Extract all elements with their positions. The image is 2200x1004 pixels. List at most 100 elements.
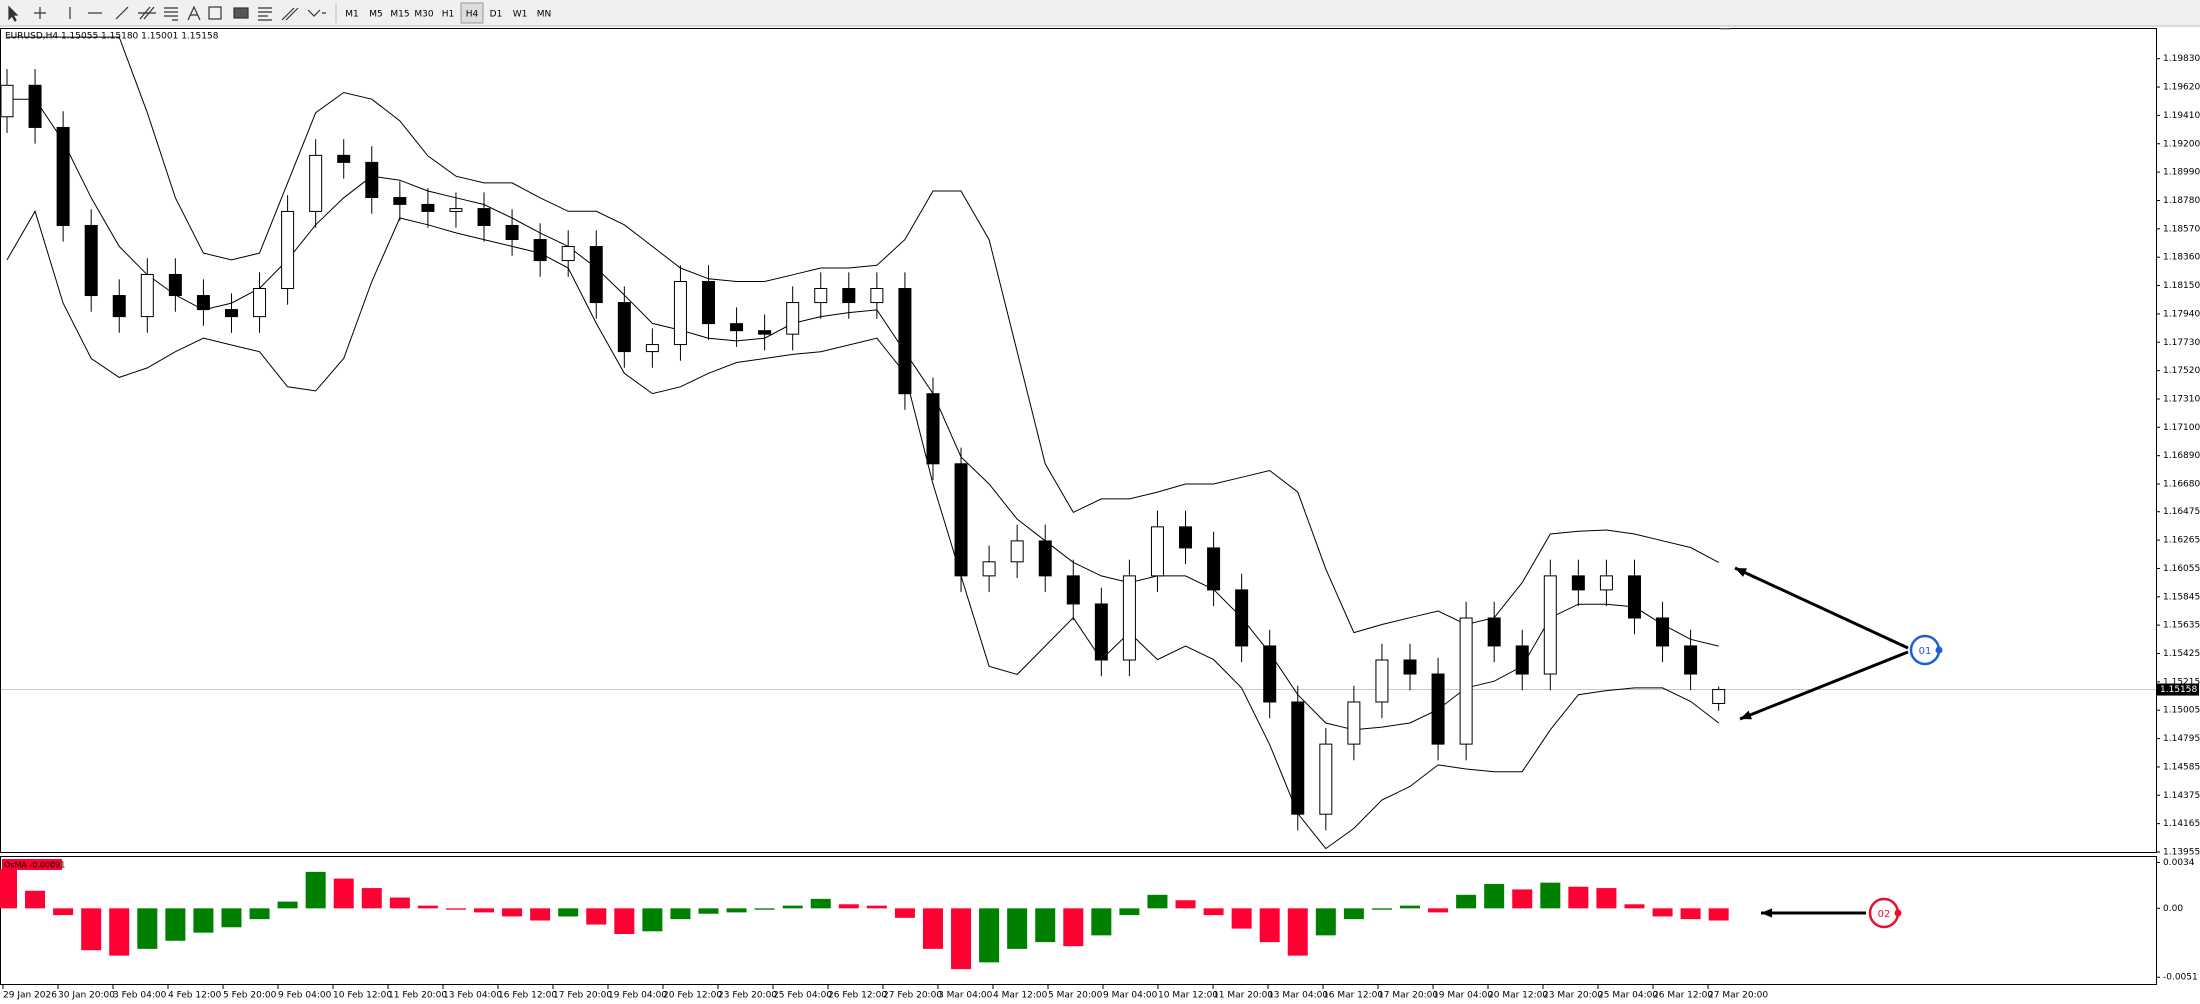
histogram-bar (25, 890, 46, 909)
candle-body (842, 288, 856, 304)
shapes-tool[interactable] (307, 9, 326, 17)
candle-body (28, 84, 42, 128)
candle-body (1684, 645, 1698, 675)
gann-tool[interactable] (281, 7, 299, 21)
histogram-bar (109, 908, 130, 956)
histogram-bar (810, 898, 831, 909)
histogram-bar (1624, 904, 1645, 909)
y-tick-label: 0.00 (2163, 904, 2183, 914)
candle-body (112, 295, 126, 318)
candle-body (365, 161, 379, 199)
timeframe-label[interactable]: D1 (490, 10, 503, 20)
histogram-bar (221, 908, 242, 928)
histogram-bar (1259, 908, 1280, 943)
text-tool[interactable] (187, 5, 201, 21)
histogram-bar (726, 908, 747, 913)
timeframe-label[interactable]: MN (537, 10, 552, 20)
candle-body (84, 224, 98, 297)
trendline-tool[interactable] (115, 6, 129, 20)
x-tick-label: 19 Feb 04:00 (608, 991, 667, 1001)
y-tick-label: 1.18990 (2163, 168, 2200, 178)
candle-body (1150, 526, 1164, 577)
y-tick-label: 0.0034 (2163, 858, 2195, 868)
histogram-bar (305, 871, 326, 909)
histogram-bar (1596, 888, 1617, 909)
arrow-head (1761, 908, 1773, 918)
channel-tool[interactable] (138, 6, 156, 20)
histogram-bar (137, 908, 158, 949)
histogram-bar (1568, 886, 1589, 909)
y-tick-label: 1.15005 (2163, 706, 2200, 716)
candle-body (1431, 673, 1445, 745)
x-tick-label: 10 Feb 12:00 (333, 991, 392, 1001)
histogram-bar (558, 908, 579, 917)
y-tick-label: 1.14795 (2163, 734, 2200, 744)
candle-body (561, 246, 575, 262)
x-tick-label: 25 Mar 04:00 (1598, 991, 1658, 1001)
histogram-bar (1371, 908, 1392, 910)
histogram-bar (389, 897, 410, 909)
y-tick-label: 1.17940 (2163, 309, 2200, 319)
grid-tool[interactable] (258, 7, 272, 21)
histogram-bar (1231, 908, 1252, 929)
candle-body (1599, 575, 1613, 591)
timeframe-label[interactable]: H1 (442, 10, 455, 20)
candle-body (533, 239, 547, 262)
candle-body (589, 246, 603, 304)
histogram-bar (193, 908, 214, 933)
histogram-bar (249, 908, 270, 920)
x-tick-label: 19 Mar 04:00 (1433, 991, 1493, 1001)
histogram-bar (1456, 894, 1477, 909)
indicator-frame (0, 856, 2157, 985)
timeframe-button[interactable] (460, 2, 484, 24)
histogram-bar (502, 908, 523, 917)
annotation-dot (1935, 646, 1943, 654)
y-tick-label: 1.16680 (2163, 480, 2200, 490)
timeframe-label[interactable]: M30 (414, 10, 433, 20)
x-tick-label: 10 Mar 12:00 (1158, 991, 1218, 1001)
histogram-bar (1175, 900, 1196, 909)
candle-body (0, 84, 14, 118)
histogram-bar (445, 908, 466, 910)
histogram-bar (361, 888, 382, 909)
y-tick-label: 1.16475 (2163, 507, 2200, 517)
histogram-bar (333, 878, 354, 909)
y-tick-label: 1.14585 (2163, 762, 2200, 772)
x-tick-label: 29 Jan 2026 (3, 991, 57, 1001)
timeframe-label[interactable]: H4 (466, 10, 479, 20)
rect-tool[interactable] (233, 7, 249, 19)
histogram-bar (1287, 908, 1308, 956)
histogram-bar (698, 908, 719, 914)
y-tick-label: 1.16055 (2163, 564, 2200, 574)
candle-body (758, 330, 772, 335)
candle-body (1207, 547, 1221, 591)
y-tick-label: 1.17520 (2163, 366, 2200, 376)
timeframe-label[interactable]: M5 (369, 10, 383, 20)
candle-body (870, 288, 884, 304)
y-tick-label: 1.15635 (2163, 621, 2200, 631)
histogram-bar (1007, 908, 1028, 949)
candle-body (645, 344, 659, 353)
cursor-tool[interactable] (8, 5, 19, 22)
x-tick-label: 16 Feb 12:00 (498, 991, 557, 1001)
histogram-bar (277, 901, 298, 909)
label-tool[interactable] (208, 6, 222, 20)
y-tick-label: 1.16890 (2163, 451, 2200, 461)
fibo-tool[interactable] (164, 7, 178, 21)
main-frame (0, 28, 2157, 853)
candle-body (1122, 575, 1136, 661)
candle-body (421, 203, 435, 212)
timeframe-label[interactable]: M15 (390, 10, 409, 20)
timeframe-label[interactable]: W1 (513, 10, 528, 20)
crosshair-tool[interactable] (34, 7, 46, 19)
candle-body (337, 154, 351, 163)
y-tick-label: 1.14375 (2163, 791, 2200, 801)
timeframe-label[interactable]: M1 (345, 10, 359, 20)
candle-body (1627, 575, 1641, 619)
annotation-label: 01 (1919, 646, 1932, 657)
histogram-bar (1652, 908, 1673, 917)
candle-body (1319, 743, 1333, 815)
x-tick-label: 23 Feb 20:00 (718, 991, 777, 1001)
candle-body (224, 309, 238, 318)
candle-body (1515, 645, 1529, 675)
